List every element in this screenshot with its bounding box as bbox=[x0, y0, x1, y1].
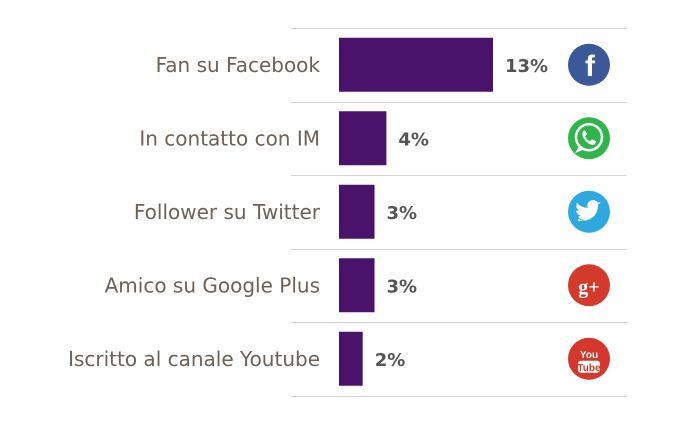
chart-row: Fan su Facebook 13% f bbox=[156, 37, 610, 92]
chart-row: Follower su Twitter 3% bbox=[134, 184, 610, 239]
svg-text:f: f bbox=[585, 50, 596, 83]
whatsapp-icon bbox=[568, 117, 610, 160]
bar bbox=[339, 184, 375, 239]
svg-text:You: You bbox=[580, 350, 598, 361]
chart-row: Amico su Google Plus 3% g+ bbox=[105, 258, 610, 313]
bar bbox=[339, 331, 363, 386]
category-label: Amico su Google Plus bbox=[105, 273, 320, 297]
category-label: In contatto con IM bbox=[139, 126, 320, 150]
svg-text:g+: g+ bbox=[578, 276, 599, 298]
category-label: Fan su Facebook bbox=[156, 53, 321, 77]
bar bbox=[339, 111, 387, 166]
value-label: 3% bbox=[387, 203, 418, 224]
value-label: 3% bbox=[387, 276, 418, 297]
category-label: Follower su Twitter bbox=[134, 200, 321, 224]
youtube-icon: You Tube bbox=[568, 337, 610, 380]
value-label: 4% bbox=[398, 129, 429, 150]
chart-row: Iscritto al canale Youtube 2% You Tube bbox=[68, 331, 610, 386]
chart-row: In contatto con IM 4% bbox=[139, 111, 610, 166]
twitter-icon bbox=[568, 190, 610, 233]
svg-text:Tube: Tube bbox=[577, 363, 601, 374]
google-plus-icon: g+ bbox=[568, 264, 610, 307]
facebook-icon: f bbox=[568, 43, 610, 86]
category-label: Iscritto al canale Youtube bbox=[68, 347, 320, 371]
bar bbox=[339, 258, 375, 313]
value-label: 2% bbox=[375, 350, 406, 371]
bar bbox=[339, 37, 493, 92]
value-label: 13% bbox=[505, 56, 548, 77]
